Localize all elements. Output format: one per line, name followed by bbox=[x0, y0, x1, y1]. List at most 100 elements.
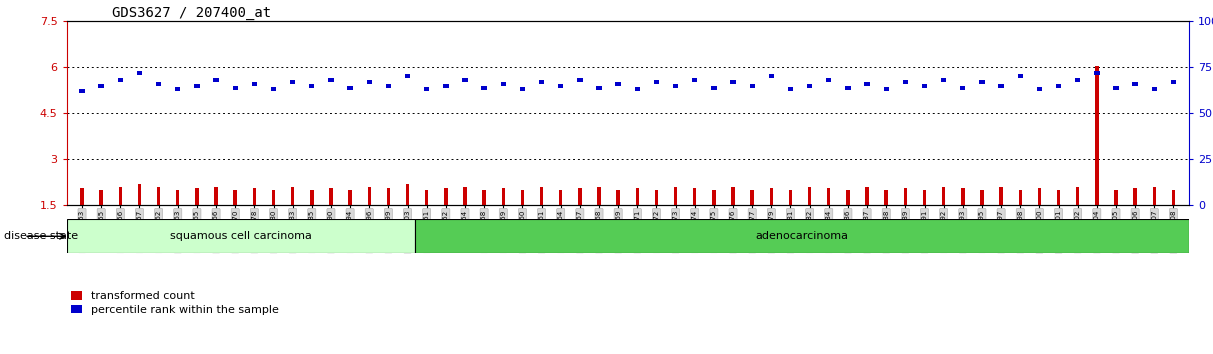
Bar bbox=[194, 84, 200, 88]
Text: squamous cell carcinoma: squamous cell carcinoma bbox=[170, 231, 312, 241]
Bar bbox=[654, 80, 659, 84]
Bar bbox=[311, 190, 313, 205]
Bar bbox=[902, 80, 909, 84]
Bar bbox=[577, 78, 582, 82]
Bar bbox=[559, 190, 563, 205]
Bar bbox=[826, 78, 831, 82]
Bar bbox=[634, 87, 640, 91]
Bar bbox=[674, 187, 677, 205]
Legend: transformed count, percentile rank within the sample: transformed count, percentile rank withi… bbox=[67, 287, 284, 319]
Bar bbox=[865, 82, 870, 86]
Bar bbox=[386, 84, 391, 88]
Bar bbox=[156, 82, 161, 86]
Bar bbox=[387, 188, 391, 205]
Bar bbox=[558, 84, 563, 88]
Bar bbox=[787, 87, 793, 91]
Bar bbox=[425, 87, 429, 91]
Bar bbox=[309, 84, 314, 88]
Bar bbox=[347, 86, 353, 90]
Bar bbox=[961, 188, 964, 205]
Bar bbox=[99, 190, 103, 205]
Bar bbox=[1076, 187, 1080, 205]
Bar bbox=[1018, 74, 1023, 79]
Bar bbox=[176, 190, 180, 205]
Bar bbox=[463, 187, 467, 205]
Text: GDS3627 / 207400_at: GDS3627 / 207400_at bbox=[112, 6, 270, 20]
Bar bbox=[290, 80, 295, 84]
Text: disease state: disease state bbox=[4, 231, 78, 241]
Bar bbox=[540, 187, 543, 205]
Bar bbox=[233, 190, 237, 205]
Bar bbox=[655, 190, 659, 205]
Bar bbox=[425, 190, 428, 205]
Bar bbox=[731, 187, 735, 205]
Bar bbox=[118, 78, 123, 82]
Bar bbox=[520, 190, 524, 205]
Bar bbox=[1075, 78, 1081, 82]
Bar bbox=[79, 89, 85, 93]
Bar bbox=[883, 87, 889, 91]
Bar bbox=[769, 74, 774, 79]
Bar bbox=[483, 190, 486, 205]
Bar bbox=[252, 188, 256, 205]
Bar bbox=[251, 82, 257, 86]
Bar bbox=[922, 84, 927, 88]
Bar bbox=[233, 86, 238, 90]
Bar bbox=[730, 80, 736, 84]
Bar bbox=[616, 190, 620, 205]
Bar bbox=[444, 188, 448, 205]
Bar bbox=[807, 84, 813, 88]
Bar bbox=[1172, 190, 1175, 205]
Bar bbox=[119, 187, 123, 205]
Bar bbox=[1055, 84, 1061, 88]
Bar bbox=[67, 219, 415, 253]
Bar bbox=[579, 188, 581, 205]
Bar bbox=[1037, 87, 1042, 91]
Bar bbox=[636, 188, 639, 205]
Bar bbox=[923, 190, 927, 205]
Bar bbox=[998, 84, 1004, 88]
Bar bbox=[827, 188, 831, 205]
Bar bbox=[750, 84, 754, 88]
Bar bbox=[462, 78, 468, 82]
Bar bbox=[213, 78, 218, 82]
Bar bbox=[1000, 187, 1003, 205]
Bar bbox=[769, 188, 773, 205]
Bar bbox=[406, 184, 409, 205]
Bar bbox=[137, 71, 142, 75]
Bar bbox=[1171, 80, 1177, 84]
Bar bbox=[329, 78, 334, 82]
Bar bbox=[615, 82, 621, 86]
Bar bbox=[1037, 188, 1041, 205]
Bar bbox=[788, 190, 792, 205]
Bar bbox=[1114, 86, 1118, 90]
Bar bbox=[138, 184, 141, 205]
Bar bbox=[712, 190, 716, 205]
Bar bbox=[961, 86, 966, 90]
Bar bbox=[693, 78, 697, 82]
Bar bbox=[443, 84, 449, 88]
Bar bbox=[272, 190, 275, 205]
Bar bbox=[1057, 190, 1060, 205]
Bar bbox=[865, 187, 869, 205]
Bar bbox=[847, 190, 849, 205]
Bar bbox=[845, 86, 850, 90]
Bar bbox=[1133, 188, 1137, 205]
Bar bbox=[1095, 66, 1099, 205]
Bar bbox=[979, 80, 985, 84]
Bar bbox=[270, 87, 277, 91]
Text: adenocarcinoma: adenocarcinoma bbox=[756, 231, 848, 241]
Bar bbox=[368, 187, 371, 205]
Bar bbox=[751, 190, 754, 205]
Bar bbox=[673, 84, 678, 88]
Bar bbox=[1151, 87, 1157, 91]
Bar bbox=[175, 87, 181, 91]
Bar bbox=[539, 80, 545, 84]
Bar bbox=[156, 187, 160, 205]
Bar bbox=[405, 74, 410, 79]
Bar bbox=[98, 84, 104, 88]
Bar bbox=[884, 190, 888, 205]
Bar bbox=[808, 187, 811, 205]
Bar bbox=[943, 187, 945, 205]
Bar bbox=[348, 190, 352, 205]
